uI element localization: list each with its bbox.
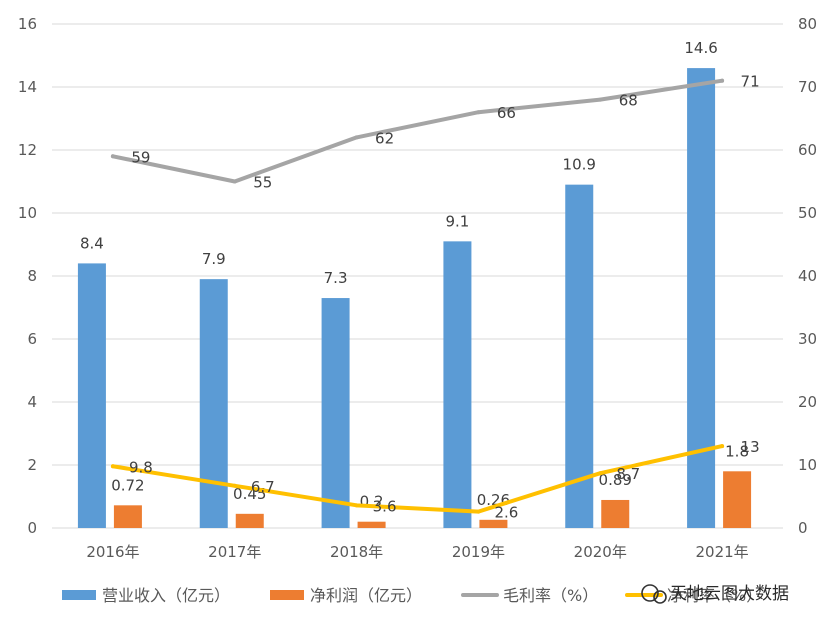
line-point	[354, 503, 359, 508]
bar-data-label: 9.1	[445, 212, 469, 230]
line-point	[720, 78, 725, 83]
bar	[443, 241, 472, 528]
right-axis-tick: 20	[798, 393, 817, 411]
right-axis-tick: 80	[798, 15, 817, 33]
left-axis-tick: 16	[18, 15, 37, 33]
series-line	[110, 444, 725, 514]
bar	[565, 184, 594, 528]
line-data-label: 62	[375, 129, 394, 147]
x-axis-tick: 2018年	[330, 543, 383, 561]
line-point	[476, 110, 481, 115]
bar	[77, 263, 106, 528]
line-data-label: 59	[131, 148, 150, 166]
legend-label: 营业收入（亿元）	[102, 586, 230, 605]
bar	[601, 499, 630, 528]
x-axis-tick: 2019年	[452, 543, 505, 561]
line-point	[354, 135, 359, 140]
right-axis-tick: 0	[798, 519, 808, 537]
right-axis-tick: 30	[798, 330, 817, 348]
right-axis-tick: 70	[798, 78, 817, 96]
legend-label: 净利率（%）	[667, 586, 762, 605]
line-data-label: 71	[741, 73, 760, 91]
bar-data-label: 1.8	[725, 442, 749, 460]
line-data-label: 3.6	[373, 497, 397, 515]
bar	[113, 505, 142, 528]
bar-data-label: 0.72	[111, 476, 144, 494]
bar	[479, 519, 508, 528]
x-axis-tick: 2016年	[86, 543, 139, 561]
bar-data-label: 7.3	[324, 269, 348, 287]
legend-swatch	[270, 590, 304, 600]
x-axis-tick: 2021年	[695, 543, 748, 561]
left-axis-tick: 10	[18, 204, 37, 222]
legend-label: 净利润（亿元）	[310, 586, 422, 605]
left-axis-tick: 6	[27, 330, 37, 348]
right-axis-tick: 50	[798, 204, 817, 222]
bar	[199, 279, 228, 528]
bar	[687, 68, 716, 528]
right-axis-tick: 40	[798, 267, 817, 285]
left-axis-tick: 14	[18, 78, 37, 96]
line-data-label: 68	[619, 92, 638, 110]
left-axis-tick: 12	[18, 141, 37, 159]
bar-data-label: 0.89	[599, 471, 632, 489]
bar	[235, 513, 264, 528]
line-point	[598, 471, 603, 476]
legend-label: 毛利率（%）	[503, 586, 598, 605]
line-point	[232, 179, 237, 184]
line-point	[720, 444, 725, 449]
line-data-label: 9.8	[129, 458, 153, 476]
series-line	[110, 78, 725, 184]
line-point	[476, 509, 481, 514]
line-data-label: 66	[497, 104, 516, 122]
legend-swatch	[62, 590, 96, 600]
x-axis-tick: 2020年	[574, 543, 627, 561]
bar	[723, 471, 752, 528]
right-axis-tick: 60	[798, 141, 817, 159]
bar-data-label: 8.4	[80, 234, 104, 252]
line-data-label: 8.7	[616, 465, 640, 483]
line-data-label: 6.7	[251, 478, 275, 496]
bar-data-label: 7.9	[202, 250, 226, 268]
left-axis-tick: 2	[27, 456, 37, 474]
bar	[321, 298, 350, 528]
bar	[357, 521, 386, 528]
left-axis-tick: 0	[27, 519, 37, 537]
line-data-label: 55	[253, 174, 272, 192]
left-axis-tick: 8	[27, 267, 37, 285]
line-point	[598, 97, 603, 102]
line-point	[232, 483, 237, 488]
right-axis-tick: 10	[798, 456, 817, 474]
bar-data-label: 10.9	[563, 156, 596, 174]
bar-data-label: 14.6	[684, 39, 717, 57]
x-axis-tick: 2017年	[208, 543, 261, 561]
line-data-label: 13	[741, 438, 760, 456]
left-axis-tick: 4	[27, 393, 37, 411]
line-point	[110, 154, 115, 159]
line-point	[110, 464, 115, 469]
line-data-label: 2.6	[494, 504, 518, 522]
